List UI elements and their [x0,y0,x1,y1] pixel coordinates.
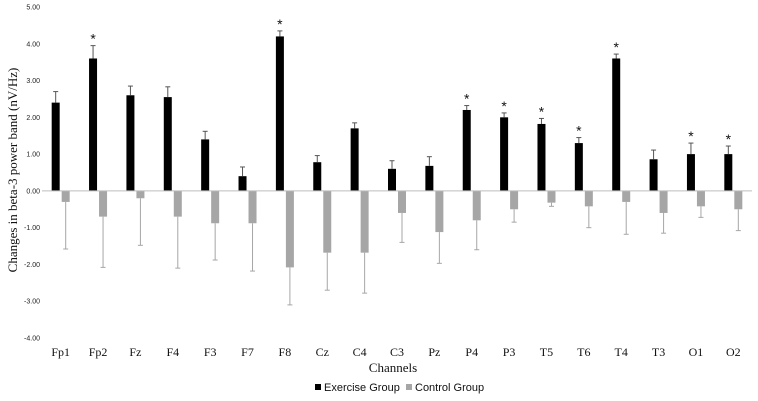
bar-control [547,190,556,203]
y-tick-label: 3.00 [26,78,40,85]
legend-swatch-control [406,384,412,390]
y-tick-label: 1.00 [26,152,40,159]
bar-exercise [612,58,621,191]
bar-control [510,190,519,210]
bar-exercise [537,123,546,191]
y-axis-ticks: 5.00 4.00 3.00 2.00 1.00 0.00 -1.00 -2.00 -3.00 -… [24,5,40,343]
y-tick-label: 4.00 [26,41,40,48]
significance-star: * [464,91,470,107]
x-tick-label: F7 [241,345,254,359]
bar-exercise [500,117,509,191]
x-tick-label: T3 [652,345,665,359]
y-tick-label: -1.00 [24,225,40,232]
x-tick-label: O1 [689,345,704,359]
bar-exercise [163,97,172,191]
bar-exercise [724,154,733,191]
bar-control [659,190,668,213]
bar-control [323,190,332,253]
x-tick-label: Fp2 [89,345,108,359]
bar-exercise [238,176,247,191]
bar-exercise [275,36,284,191]
bars [51,36,743,268]
significance-star: * [726,131,732,147]
error-bars [53,30,741,306]
bar-exercise [51,102,60,191]
legend-swatch-exercise [315,384,321,390]
bar-exercise [313,162,322,191]
bar-exercise [425,165,434,191]
bar-exercise [126,95,135,191]
x-axis-title: Channels [369,360,417,375]
y-tick-label: 2.00 [26,115,40,122]
bar-control [472,190,481,221]
bar-exercise [649,159,658,191]
x-tick-label: Fz [129,345,141,359]
x-tick-label: P3 [503,345,516,359]
x-tick-label: C4 [353,345,367,359]
significance-star: * [539,103,545,119]
y-tick-label: 0.00 [26,188,40,195]
significance-star: * [576,123,582,139]
significance-star: * [613,39,619,55]
significance-star: * [688,128,694,144]
x-tick-label: O2 [726,345,741,359]
y-tick-label: -4.00 [24,336,40,343]
y-axis-title: Changes in beta-3 power band (nV/Hz) [5,68,20,273]
bar-exercise [201,139,210,191]
y-tick-label: -3.00 [24,299,40,306]
bar-control [99,190,108,217]
bar-control [622,190,631,202]
bar-control [584,190,593,207]
significance-star: * [277,16,283,32]
bar-exercise [574,143,583,191]
x-tick-label: T5 [540,345,553,359]
bar-exercise [686,154,695,191]
bar-control [435,190,444,233]
bar-control [285,190,294,268]
y-tick-label: -2.00 [24,262,40,269]
significance-star: * [501,98,507,114]
x-axis-ticks: Fp1 Fp2 Fz F4 F3 F7 F8 Cz C4 C3 Pz P4 P3 T5 T6 T4 T3 O1 O2 [51,345,740,359]
bar-exercise [350,128,359,191]
bar-control [248,190,257,224]
bar-control [173,190,182,217]
bar-control [136,190,145,199]
bar-exercise [462,109,471,191]
x-tick-label: Pz [428,345,440,359]
x-tick-label: P4 [465,345,478,359]
significance-star: * [90,31,96,47]
x-tick-label: Cz [316,345,329,359]
bar-control [360,190,369,253]
significance-markers: * * * * * * * * * [90,16,731,147]
bar-exercise [388,168,396,191]
bar-control [211,190,220,224]
bar-control [398,190,406,213]
x-tick-label: T4 [615,345,628,359]
x-tick-label: F3 [204,345,217,359]
bar-control [696,190,705,207]
y-tick-label: 5.00 [26,5,40,12]
x-tick-label: F8 [279,345,292,359]
x-tick-label: F4 [166,345,179,359]
legend-label-control: Control Group [415,382,484,394]
x-tick-label: C3 [390,345,404,359]
x-tick-label: Fp1 [51,345,70,359]
legend-label-exercise: Exercise Group [324,382,400,394]
legend: Exercise Group Control Group [315,382,484,394]
x-tick-label: T6 [577,345,590,359]
bar-exercise [89,58,98,191]
bar-control [734,190,743,210]
bar-control [61,190,70,202]
